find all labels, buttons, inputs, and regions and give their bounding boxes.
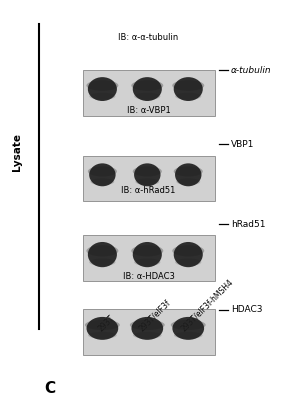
Text: IB: α-hRad51: IB: α-hRad51 [121,186,176,195]
Ellipse shape [134,258,160,266]
Ellipse shape [174,332,203,339]
Bar [83,156,215,202]
Ellipse shape [175,163,201,186]
Ellipse shape [88,242,117,267]
Ellipse shape [174,242,203,267]
Ellipse shape [135,178,159,185]
Ellipse shape [172,245,204,256]
Ellipse shape [89,163,115,186]
Ellipse shape [89,93,115,100]
Ellipse shape [134,93,160,100]
Ellipse shape [87,317,118,340]
Ellipse shape [174,77,203,101]
Ellipse shape [130,320,165,330]
Text: HDAC3: HDAC3 [231,305,263,314]
Text: VBP1: VBP1 [231,140,255,149]
Ellipse shape [132,317,163,340]
Text: Lysate: Lysate [12,132,22,170]
Ellipse shape [89,258,115,266]
Bar [83,235,215,281]
Ellipse shape [171,320,206,330]
Ellipse shape [175,258,201,266]
Ellipse shape [172,80,204,91]
Ellipse shape [133,77,162,101]
Ellipse shape [131,245,163,256]
Ellipse shape [133,242,162,267]
Ellipse shape [88,332,117,339]
Ellipse shape [86,245,118,256]
Ellipse shape [133,332,162,339]
Ellipse shape [131,80,163,91]
Bar [83,70,215,116]
Text: 293T/eIF3f-hMSH4: 293T/eIF3f-hMSH4 [179,277,235,333]
Ellipse shape [133,166,162,176]
Ellipse shape [88,166,117,176]
Ellipse shape [88,77,117,101]
Ellipse shape [174,166,203,176]
Text: IB: α-VBP1: IB: α-VBP1 [127,106,171,116]
Ellipse shape [86,80,118,91]
Bar [83,309,215,355]
Ellipse shape [175,93,201,100]
Text: α-tubulin: α-tubulin [231,66,272,75]
Ellipse shape [90,178,114,185]
Text: hRad51: hRad51 [231,220,266,228]
Text: C: C [44,381,55,396]
Text: 293T/eIF3f: 293T/eIF3f [138,298,173,333]
Ellipse shape [176,178,200,185]
Text: IB: α-α-tubulin: IB: α-α-tubulin [119,33,179,42]
Ellipse shape [173,317,204,340]
Ellipse shape [134,163,160,186]
Text: 293T: 293T [96,313,116,333]
Ellipse shape [85,320,120,330]
Text: IB: α-HDAC3: IB: α-HDAC3 [123,272,175,281]
